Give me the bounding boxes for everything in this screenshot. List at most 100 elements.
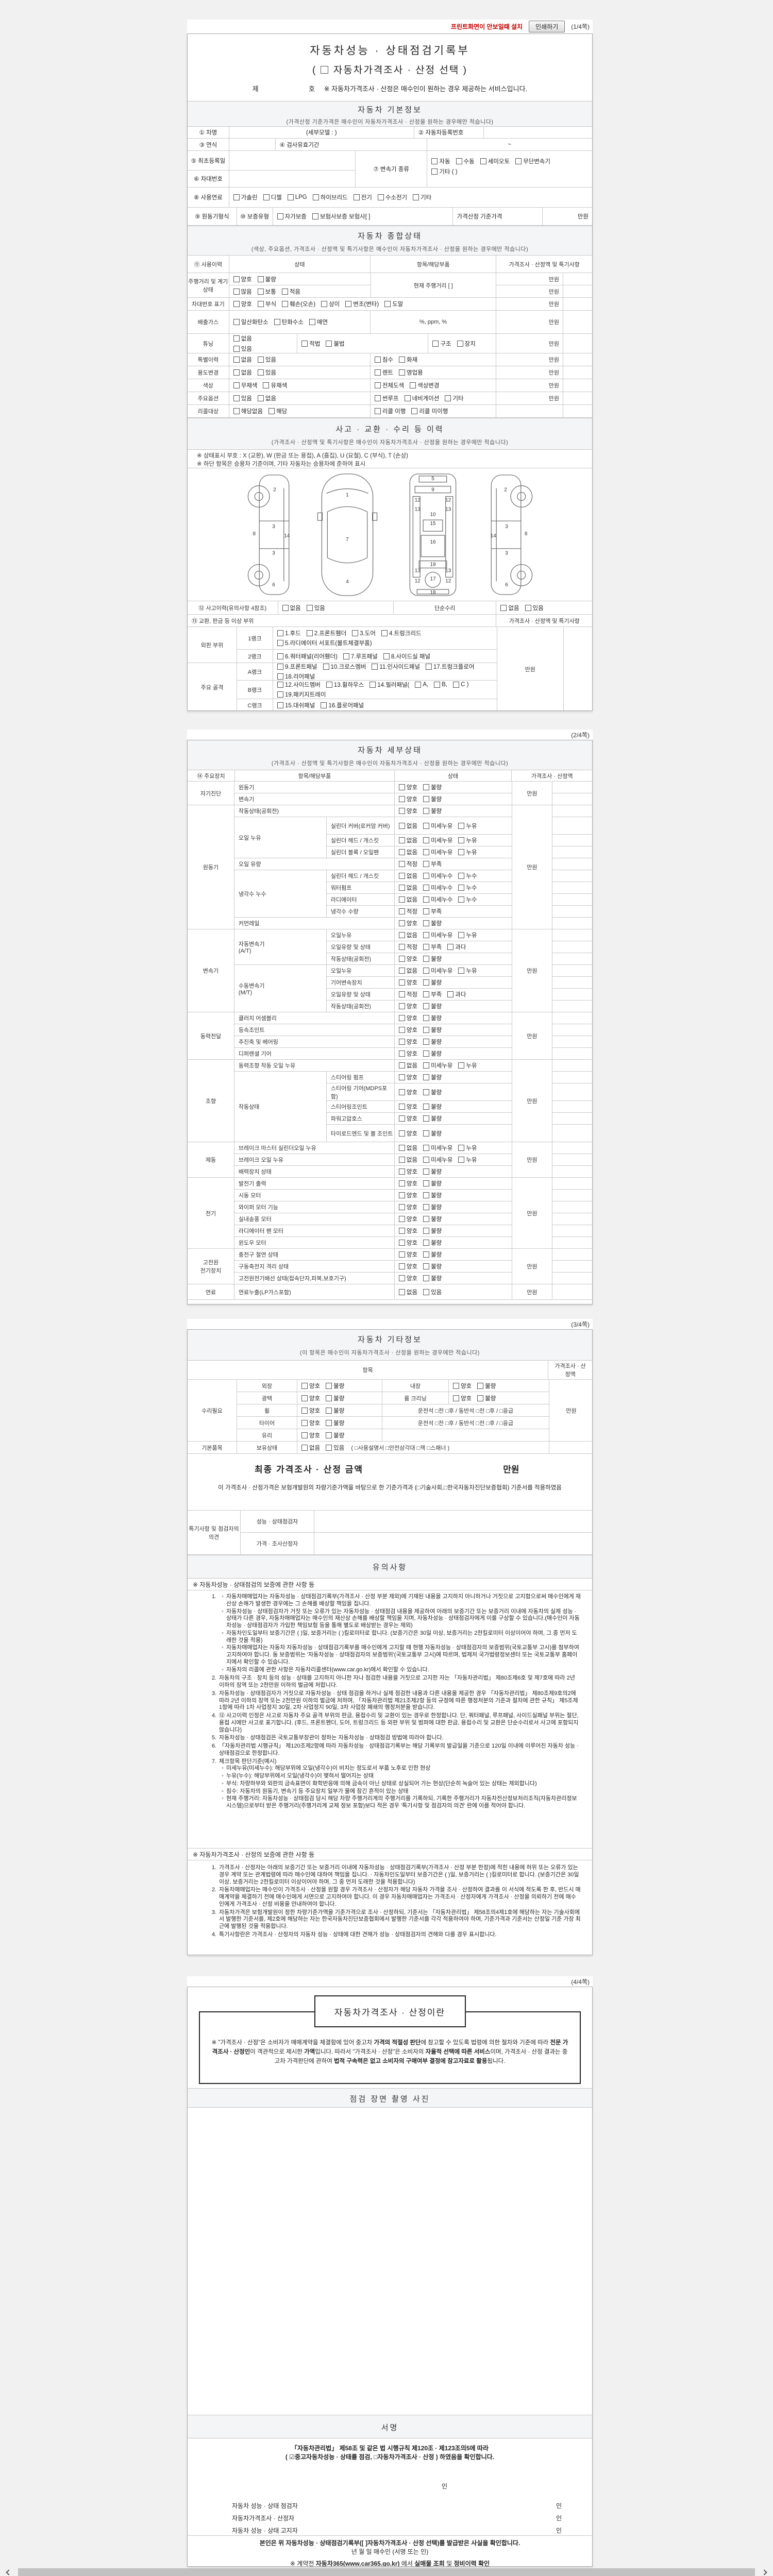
checkbox[interactable] [423, 991, 430, 997]
checkbox[interactable] [398, 991, 405, 997]
checkbox[interactable] [410, 382, 416, 388]
checkbox[interactable] [423, 808, 430, 814]
checkbox[interactable] [458, 822, 465, 829]
checkbox[interactable] [398, 1251, 405, 1258]
checkbox[interactable] [277, 691, 283, 698]
checkbox[interactable] [374, 395, 381, 401]
checkbox[interactable] [398, 796, 405, 802]
checkbox[interactable] [398, 1074, 405, 1080]
checkbox[interactable] [398, 1216, 405, 1222]
checkbox[interactable] [398, 784, 405, 790]
checkbox[interactable] [233, 408, 240, 414]
checkbox[interactable] [398, 1115, 405, 1122]
checkbox[interactable] [326, 1432, 332, 1438]
checkbox[interactable] [477, 1382, 484, 1389]
checkbox[interactable] [233, 382, 240, 388]
checkbox[interactable] [398, 1062, 405, 1069]
checkbox[interactable] [301, 1395, 308, 1401]
checkbox[interactable] [277, 682, 283, 688]
checkbox[interactable] [423, 1275, 430, 1281]
checkbox[interactable] [423, 932, 430, 938]
checkbox[interactable] [398, 1263, 405, 1269]
checkbox[interactable] [301, 1382, 308, 1389]
checkbox[interactable] [423, 784, 430, 790]
checkbox[interactable] [477, 1395, 484, 1401]
checkbox[interactable] [423, 1204, 430, 1210]
checkbox[interactable] [381, 630, 388, 636]
checkbox[interactable] [458, 932, 465, 938]
checkbox[interactable] [383, 653, 390, 659]
checkbox[interactable] [404, 395, 411, 401]
checkbox[interactable] [434, 682, 441, 688]
checkbox[interactable] [423, 1168, 430, 1175]
checkbox[interactable] [423, 1074, 430, 1080]
checkbox[interactable] [233, 319, 240, 325]
checkbox[interactable] [398, 1039, 405, 1045]
checkbox[interactable] [398, 896, 405, 903]
checkbox[interactable] [374, 408, 381, 414]
checkbox[interactable] [281, 288, 288, 295]
checkbox[interactable] [398, 1104, 405, 1110]
checkbox[interactable] [458, 873, 465, 879]
checkbox[interactable] [431, 158, 438, 164]
checkbox[interactable] [445, 395, 451, 401]
checkbox[interactable] [431, 168, 438, 175]
checkbox[interactable] [398, 1130, 405, 1137]
checkbox[interactable] [423, 822, 430, 829]
checkbox[interactable] [398, 1027, 405, 1033]
checkbox[interactable] [423, 1145, 430, 1151]
checkbox[interactable] [458, 1062, 465, 1069]
checkbox[interactable] [398, 808, 405, 814]
checkbox[interactable] [343, 653, 349, 659]
checkbox[interactable] [456, 158, 462, 164]
checkbox[interactable] [321, 301, 328, 307]
checkbox[interactable] [398, 873, 405, 879]
checkbox[interactable] [233, 335, 240, 342]
checkbox[interactable] [233, 395, 240, 401]
checkbox[interactable] [398, 369, 405, 376]
checkbox[interactable] [423, 1192, 430, 1198]
checkbox[interactable] [326, 1407, 332, 1414]
checkbox[interactable] [480, 158, 486, 164]
checkbox[interactable] [525, 604, 531, 611]
checkbox[interactable] [263, 194, 270, 200]
checkbox[interactable] [423, 1027, 430, 1033]
checkbox[interactable] [372, 664, 378, 670]
checkbox[interactable] [233, 194, 240, 200]
checkbox[interactable] [233, 345, 240, 352]
checkbox[interactable] [326, 1419, 332, 1426]
checkbox[interactable] [321, 702, 327, 708]
checkbox[interactable] [398, 885, 405, 891]
checkbox[interactable] [432, 340, 439, 347]
checkbox[interactable] [447, 991, 454, 997]
checkbox[interactable] [274, 319, 280, 325]
checkbox[interactable] [309, 319, 315, 325]
checkbox[interactable] [423, 920, 430, 926]
checkbox[interactable] [398, 1089, 405, 1095]
checkbox[interactable] [398, 822, 405, 829]
checkbox[interactable] [345, 301, 352, 307]
checkbox[interactable] [423, 873, 430, 879]
checkbox[interactable] [398, 1003, 405, 1009]
checkbox[interactable] [398, 968, 405, 974]
checkbox[interactable] [374, 369, 381, 376]
checkbox[interactable] [326, 682, 332, 688]
checkbox[interactable] [301, 1419, 308, 1426]
checkbox[interactable] [423, 1157, 430, 1163]
checkbox[interactable] [326, 1395, 332, 1401]
checkbox[interactable] [312, 194, 319, 200]
checkbox[interactable] [301, 1407, 308, 1414]
checkbox[interactable] [398, 1289, 405, 1295]
checkbox[interactable] [413, 194, 419, 200]
checkbox[interactable] [398, 920, 405, 926]
checkbox[interactable] [233, 301, 240, 307]
checkbox[interactable] [447, 944, 454, 950]
checkbox[interactable] [423, 1115, 430, 1122]
checkbox[interactable] [458, 1145, 465, 1151]
checkbox[interactable] [453, 1382, 459, 1389]
checkbox[interactable] [398, 1240, 405, 1246]
checkbox[interactable] [423, 1251, 430, 1258]
checkbox[interactable] [398, 861, 405, 867]
checkbox[interactable] [398, 944, 405, 950]
checkbox[interactable] [423, 908, 430, 914]
